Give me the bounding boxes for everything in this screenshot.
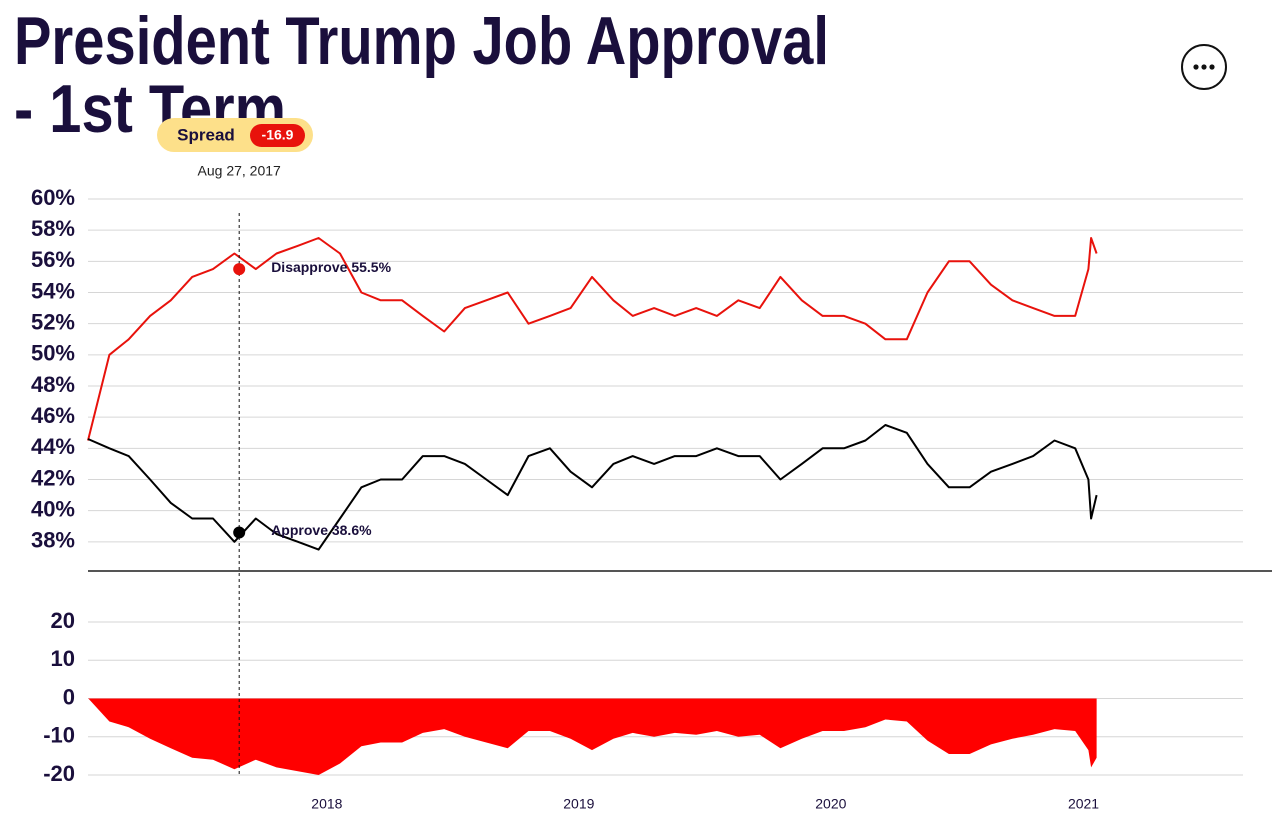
y-tick-label: 58% xyxy=(31,216,75,241)
menu-dot[interactable] xyxy=(1209,64,1215,70)
y-tick-label: 20 xyxy=(51,608,75,633)
y-tick-label: 56% xyxy=(31,247,75,272)
series-line xyxy=(87,237,1098,441)
y-tick-label: 42% xyxy=(31,465,75,490)
hover-date: Aug 27, 2017 xyxy=(198,163,282,179)
spread-pill xyxy=(250,124,305,147)
y-tick-label: 54% xyxy=(31,278,75,303)
series-line xyxy=(87,424,1098,551)
y-tick-label: 40% xyxy=(31,496,75,521)
y-tick-label: 48% xyxy=(31,372,75,397)
y-tick-label: -10 xyxy=(43,723,75,748)
y-tick-label: 46% xyxy=(31,403,75,428)
x-tick-label: 2021 xyxy=(1068,796,1099,812)
menu-dot[interactable] xyxy=(1193,64,1199,70)
x-tick-label: 2019 xyxy=(563,796,594,812)
y-tick-label: -20 xyxy=(43,761,75,786)
x-tick-label: 2020 xyxy=(815,796,846,812)
spread-area xyxy=(88,698,1097,775)
hover-label: Approve 38.6% xyxy=(271,522,372,538)
hover-dot xyxy=(233,526,246,539)
plot: 60% 58% 56% 54% 52% 50% 48% 46% 44% 42% 40% 38% 20 10… xyxy=(31,118,1272,812)
y-tick-label: 10 xyxy=(51,646,75,671)
y-tick-label: 44% xyxy=(31,434,75,459)
y-tick-label: 52% xyxy=(31,309,75,334)
hover-dot xyxy=(233,263,246,276)
y-tick-label: 50% xyxy=(31,341,75,366)
menu-dot[interactable] xyxy=(1201,64,1207,70)
spread-value: -16.9 xyxy=(262,127,294,143)
menu-button[interactable] xyxy=(1181,44,1227,90)
y-tick-label: 60% xyxy=(31,185,75,210)
hover-label: Disapprove 55.5% xyxy=(271,259,391,275)
x-tick-label: 2018 xyxy=(311,796,342,812)
chart-title: President Trump Job Approval xyxy=(14,3,829,79)
y-tick-label: 0 xyxy=(63,684,75,709)
y-tick-label: 38% xyxy=(31,528,75,553)
spread-badge-label: Spread xyxy=(177,125,235,144)
